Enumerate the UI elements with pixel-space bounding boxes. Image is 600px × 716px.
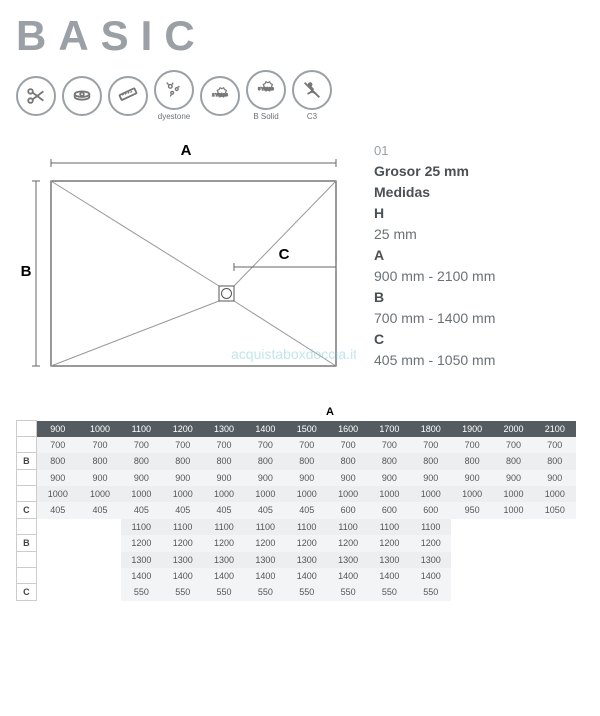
drain-icon xyxy=(62,76,102,116)
spec-H-val: 25 mm xyxy=(374,226,417,242)
spec-C: C xyxy=(374,331,384,347)
scissors-icon xyxy=(16,76,56,116)
feature-icons: dyestone 2 YEARS 5 YEARS B Solid C3 xyxy=(16,70,584,121)
icon-sub-bsolid: B Solid xyxy=(253,112,278,121)
svg-text:A: A xyxy=(181,142,192,159)
warranty5-icon: 5 YEARS xyxy=(246,70,286,110)
product-diagram: A B C acquistaboxdoccia.it xyxy=(16,141,356,381)
spec-list: 01 Grosor 25 mm Medidas H 25 mm A 900 mm… xyxy=(374,141,584,371)
svg-text:acquistaboxdoccia.it: acquistaboxdoccia.it xyxy=(231,346,356,362)
spec-B-val: 700 mm - 1400 mm xyxy=(374,310,495,326)
warranty2-icon: 2 YEARS xyxy=(200,76,240,116)
antibac-icon xyxy=(154,70,194,110)
page-title: BASIC xyxy=(16,12,584,60)
icon-sub-c3: C3 xyxy=(307,112,317,121)
table-top-label: A xyxy=(16,406,584,418)
svg-text:C: C xyxy=(279,246,290,263)
ruler-icon xyxy=(108,76,148,116)
spec-number: 01 xyxy=(374,141,584,161)
spec-H: H xyxy=(374,205,384,221)
size-table: A 90010001100120013001400150016001700180… xyxy=(16,406,584,601)
svg-text:5 YEARS: 5 YEARS xyxy=(258,87,274,91)
spec-A-val: 900 mm - 2100 mm xyxy=(374,268,495,284)
spec-A: A xyxy=(374,247,384,263)
icon-sub-dyestone: dyestone xyxy=(158,112,190,121)
thickness-label: Grosor 25 mm xyxy=(374,163,469,179)
spec-C-val: 405 mm - 1050 mm xyxy=(374,352,495,368)
svg-text:2 YEARS: 2 YEARS xyxy=(212,93,228,97)
spec-B: B xyxy=(374,289,384,305)
svg-text:B: B xyxy=(21,263,32,280)
antislip-icon xyxy=(292,70,332,110)
measures-label: Medidas xyxy=(374,184,430,200)
